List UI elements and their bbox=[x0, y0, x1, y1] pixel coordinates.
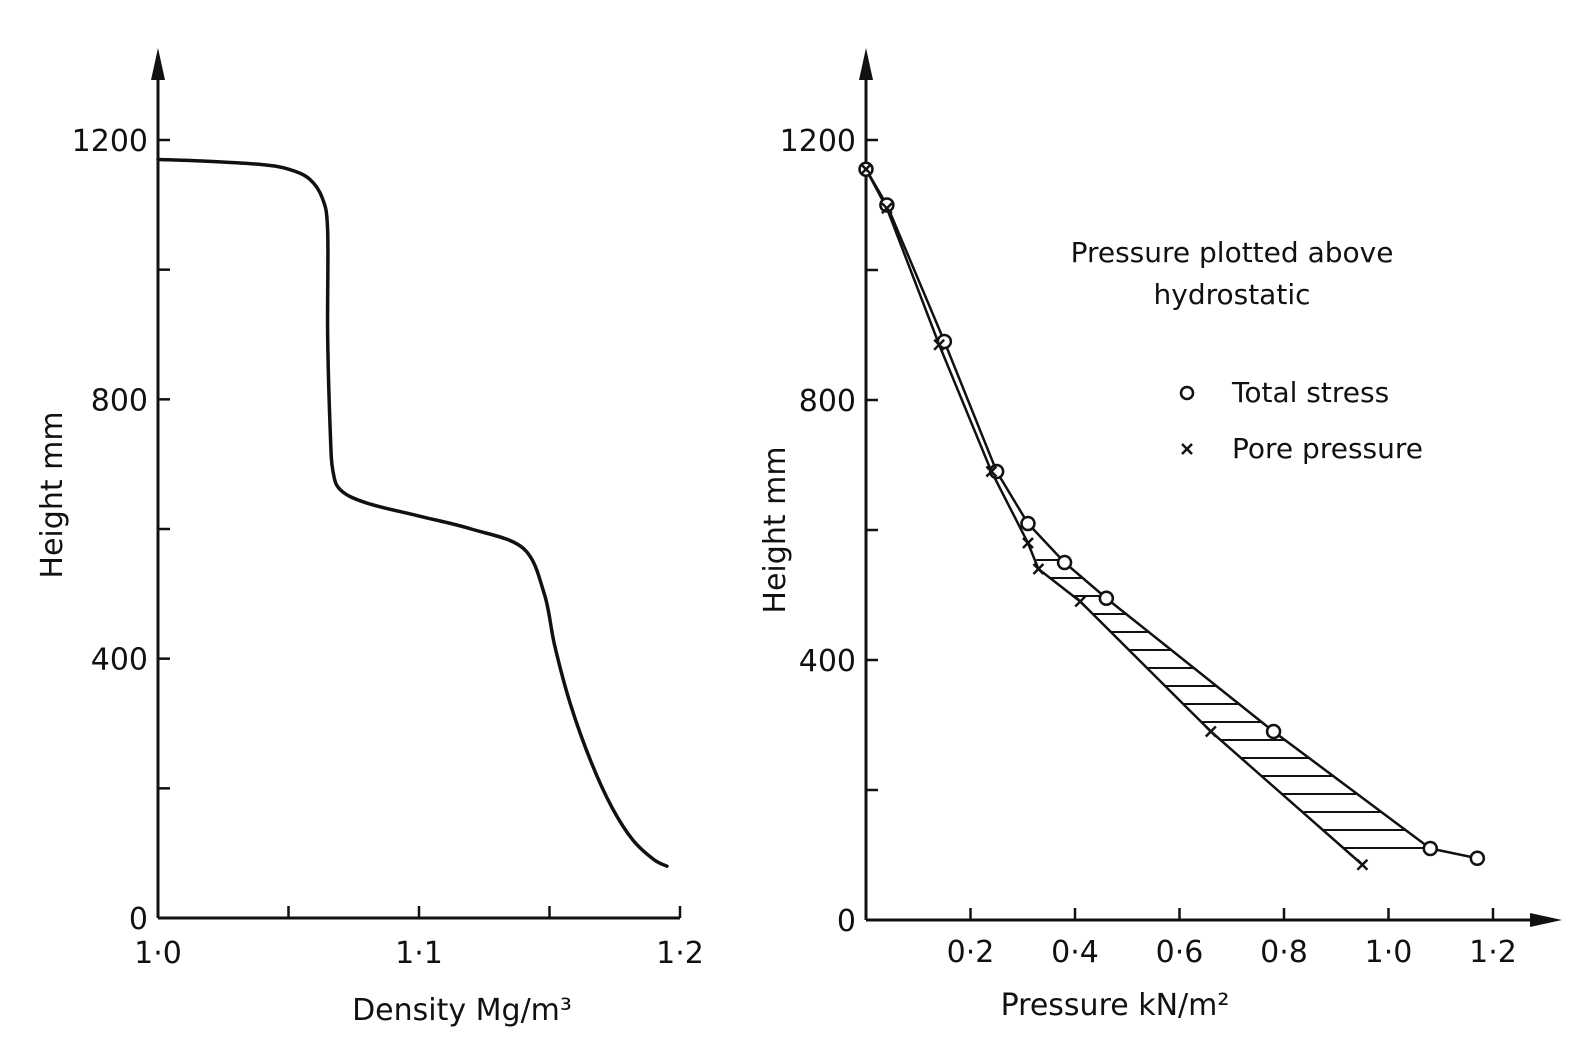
total-stress-line bbox=[864, 168, 1478, 860]
pore-pressure-point bbox=[881, 202, 893, 215]
pore-pressure-point bbox=[1356, 858, 1369, 871]
y-tick-label: 0 bbox=[837, 904, 856, 939]
total-stress-point bbox=[1056, 554, 1073, 571]
y-axis-arrow bbox=[859, 48, 873, 80]
x-tick-label: 1·0 bbox=[134, 936, 182, 971]
x-tick-label: 1·1 bbox=[395, 936, 443, 971]
total-stress-point bbox=[1265, 723, 1282, 740]
pore-pressure-point bbox=[933, 338, 946, 351]
y-tick-label: 0 bbox=[129, 902, 148, 937]
x-tick-label: 0·4 bbox=[1051, 935, 1099, 970]
y-tick-label: 800 bbox=[799, 384, 856, 419]
hatched-area bbox=[1027, 559, 1478, 849]
legend-label-pore-pressure: Pore pressure bbox=[1232, 432, 1423, 465]
pore-pressure-point bbox=[1204, 725, 1217, 738]
y-tick-label: 400 bbox=[91, 643, 148, 678]
pore-pressure-point bbox=[860, 163, 872, 176]
y-axis-title: Height mm bbox=[35, 411, 70, 578]
y-tick-label: 1200 bbox=[780, 124, 856, 159]
x-tick-label: 1·2 bbox=[656, 936, 704, 971]
legend-marker-pore-pressure bbox=[1181, 443, 1193, 455]
density-chart: 0 400 800 1200 1·0 1·1 1·2 Height mm Density … bbox=[35, 48, 704, 1028]
pore-pressure-line bbox=[864, 168, 1364, 866]
x-tick-label: 0·2 bbox=[947, 935, 995, 970]
total-stress-point bbox=[879, 197, 895, 213]
y-axis-title: Height mm bbox=[758, 446, 793, 613]
x-tick-label: 1·2 bbox=[1469, 935, 1517, 970]
total-stress-point bbox=[1469, 850, 1486, 866]
annotation-line-1: Pressure plotted above bbox=[1071, 236, 1394, 269]
total-stress-point bbox=[936, 333, 953, 350]
x-axis-title: Pressure kN/m² bbox=[1001, 988, 1230, 1023]
density-curve bbox=[156, 157, 669, 868]
x-tick-label: 0·6 bbox=[1156, 935, 1204, 970]
pressure-chart: 0 400 800 1200 0·2 0·4 0·6 0·8 1·0 1·2 Height mm… bbox=[758, 48, 1562, 1023]
pore-pressure-point bbox=[1074, 595, 1087, 608]
total-stress-point bbox=[1020, 515, 1036, 532]
y-tick-label: 1200 bbox=[72, 124, 148, 159]
x-tick-label: 0·8 bbox=[1260, 935, 1308, 970]
x-axis-arrow bbox=[1530, 913, 1562, 927]
legend: Total stress Pore pressure bbox=[1179, 376, 1423, 465]
pore-pressure-point bbox=[985, 465, 998, 478]
total-stress-point bbox=[1422, 840, 1439, 857]
legend-marker-total-stress bbox=[1179, 385, 1195, 401]
annotation-line-2: hydrostatic bbox=[1154, 278, 1311, 311]
pore-pressure-point bbox=[1032, 563, 1045, 575]
y-axis-arrow bbox=[151, 48, 165, 80]
y-tick-label: 400 bbox=[799, 644, 856, 679]
x-axis-title: Density Mg/m³ bbox=[352, 993, 572, 1028]
y-tick-label: 800 bbox=[91, 383, 148, 418]
pore-pressure-point bbox=[1022, 537, 1034, 549]
total-stress-point bbox=[1098, 590, 1115, 606]
legend-label-total-stress: Total stress bbox=[1231, 376, 1389, 409]
x-tick-label: 1·0 bbox=[1365, 935, 1413, 970]
